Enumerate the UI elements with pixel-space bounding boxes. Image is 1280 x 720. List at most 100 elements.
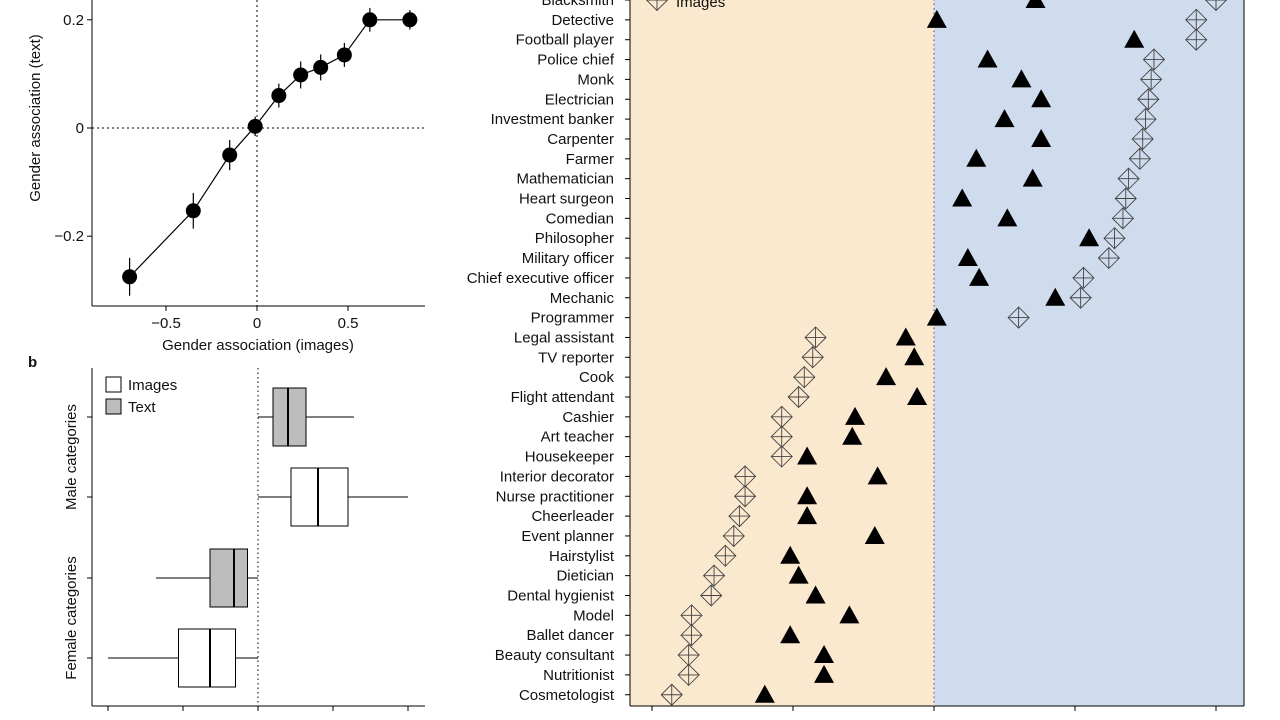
diamond-marker-cross (805, 326, 827, 348)
category-label: Cosmetologist (519, 687, 615, 704)
triangle-marker (788, 565, 809, 584)
triangle-marker (805, 585, 826, 604)
box (290, 467, 349, 527)
data-point (362, 12, 378, 28)
category-label: Dental hygienist (507, 588, 615, 605)
panel-b-box-plot: −1.0 −0.5 0 0.5 1.0 Male categories Female cat… (63, 368, 425, 720)
background-negative (630, 0, 934, 706)
y-tick-label: 0.2 (63, 12, 84, 29)
triangle-marker (966, 148, 987, 167)
category-label: Farmer (566, 151, 614, 168)
data-point (185, 203, 201, 219)
category-label: Cook (579, 369, 615, 386)
category-label: Chief executive officer (467, 270, 614, 287)
triangle-marker (867, 466, 888, 485)
x-tick-label: 0 (253, 315, 261, 332)
diamond-marker-cross (714, 545, 736, 567)
diamond-marker-cross (680, 604, 702, 626)
category-label: Model (573, 607, 614, 624)
triangle-marker (797, 506, 818, 525)
x-tick-label: 0 (930, 717, 938, 720)
diamond-marker-cross (661, 684, 683, 706)
triangle-marker (1045, 287, 1066, 306)
data-point (222, 147, 238, 163)
triangle-marker (1031, 89, 1052, 108)
diamond-marker-cross (771, 406, 793, 428)
triangle-marker (864, 525, 885, 544)
x-tick-label: −1.0 (637, 717, 667, 720)
triangle-marker (814, 664, 835, 683)
series-line (129, 19, 410, 278)
legend-label-images: Images (676, 0, 725, 11)
category-label: Event planner (521, 528, 614, 545)
diamond-marker-cross (1070, 287, 1092, 309)
diamond-marker-cross (700, 585, 722, 606)
diamond-marker-cross (793, 366, 815, 388)
diamond-marker-cross (734, 465, 756, 487)
panel-label-b: b (28, 354, 37, 371)
legend-swatch (105, 398, 122, 415)
x-tick-label: 0.5 (338, 315, 359, 332)
category-label: Military officer (522, 250, 614, 267)
triangle-marker (797, 446, 818, 465)
background-positive (934, 0, 1244, 706)
diamond-marker-cross (646, 0, 668, 11)
data-point (402, 12, 418, 28)
diamond-marker-cross (1098, 247, 1120, 269)
y-tick-label: −0.2 (54, 228, 84, 245)
category-label: Electrician (545, 91, 614, 108)
diamond-marker-cross (1205, 0, 1227, 11)
category-label: Programmer (531, 310, 614, 327)
x-axis-title: Gender association (images) (162, 337, 354, 354)
category-label: Blacksmith (541, 0, 614, 9)
data-point (336, 47, 352, 63)
x-tick-label: 0 (254, 717, 262, 720)
legend-label: Images (128, 377, 177, 394)
diamond-marker-cross (1118, 168, 1140, 190)
diamond-marker-cross (1115, 188, 1137, 209)
y-tick-label: 0 (76, 120, 84, 137)
data-point (271, 88, 287, 104)
category-label: Monk (577, 71, 614, 88)
diamond-marker-cross (680, 624, 702, 646)
triangle-marker (904, 347, 925, 366)
diamond-marker-cross (1132, 128, 1154, 150)
triangle-marker (926, 9, 947, 28)
diamond-marker-cross (1137, 88, 1159, 110)
diamond-marker-cross (734, 485, 756, 507)
diamond-marker-cross (678, 664, 700, 686)
triangle-marker (780, 545, 801, 564)
category-label: Philosopher (535, 230, 614, 247)
category-label: Interior decorator (500, 468, 614, 485)
triangle-marker (754, 684, 775, 703)
group-label: Male categories (63, 404, 80, 510)
diamond-marker-cross (728, 505, 750, 527)
triangle-marker (957, 248, 978, 267)
triangle-marker (1031, 128, 1052, 147)
category-label: Mechanic (550, 290, 615, 307)
category-label: Flight attendant (511, 389, 615, 406)
diamond-marker-cross (1103, 227, 1125, 249)
diamond-marker-cross (1140, 68, 1162, 90)
x-tick-label: −0.5 (168, 717, 198, 720)
y-axis-title: Gender association (text) (27, 34, 44, 202)
diamond-marker-cross (771, 446, 793, 468)
triangle-marker (907, 387, 928, 405)
triangle-marker (797, 486, 818, 505)
category-label: Cashier (562, 409, 614, 426)
data-point (313, 59, 329, 75)
category-label: Mathematician (516, 171, 614, 188)
triangle-marker (1022, 168, 1043, 187)
diamond-marker-cross (771, 426, 793, 448)
triangle-marker (969, 267, 990, 286)
category-label: Nurse practitioner (496, 488, 614, 505)
triangle-marker (997, 208, 1018, 227)
category-label: Football player (516, 32, 614, 49)
triangle-marker (1025, 0, 1046, 8)
category-label: Beauty consultant (495, 647, 615, 664)
panel-c-occupation-scatter: −1.0 −0.5 0 0.5 1.0 Blacksmith Detective Footba… (467, 0, 1245, 720)
category-label: Art teacher (541, 429, 614, 446)
triangle-marker (780, 625, 801, 644)
data-point (293, 67, 309, 83)
diamond-marker-cross (723, 525, 745, 547)
